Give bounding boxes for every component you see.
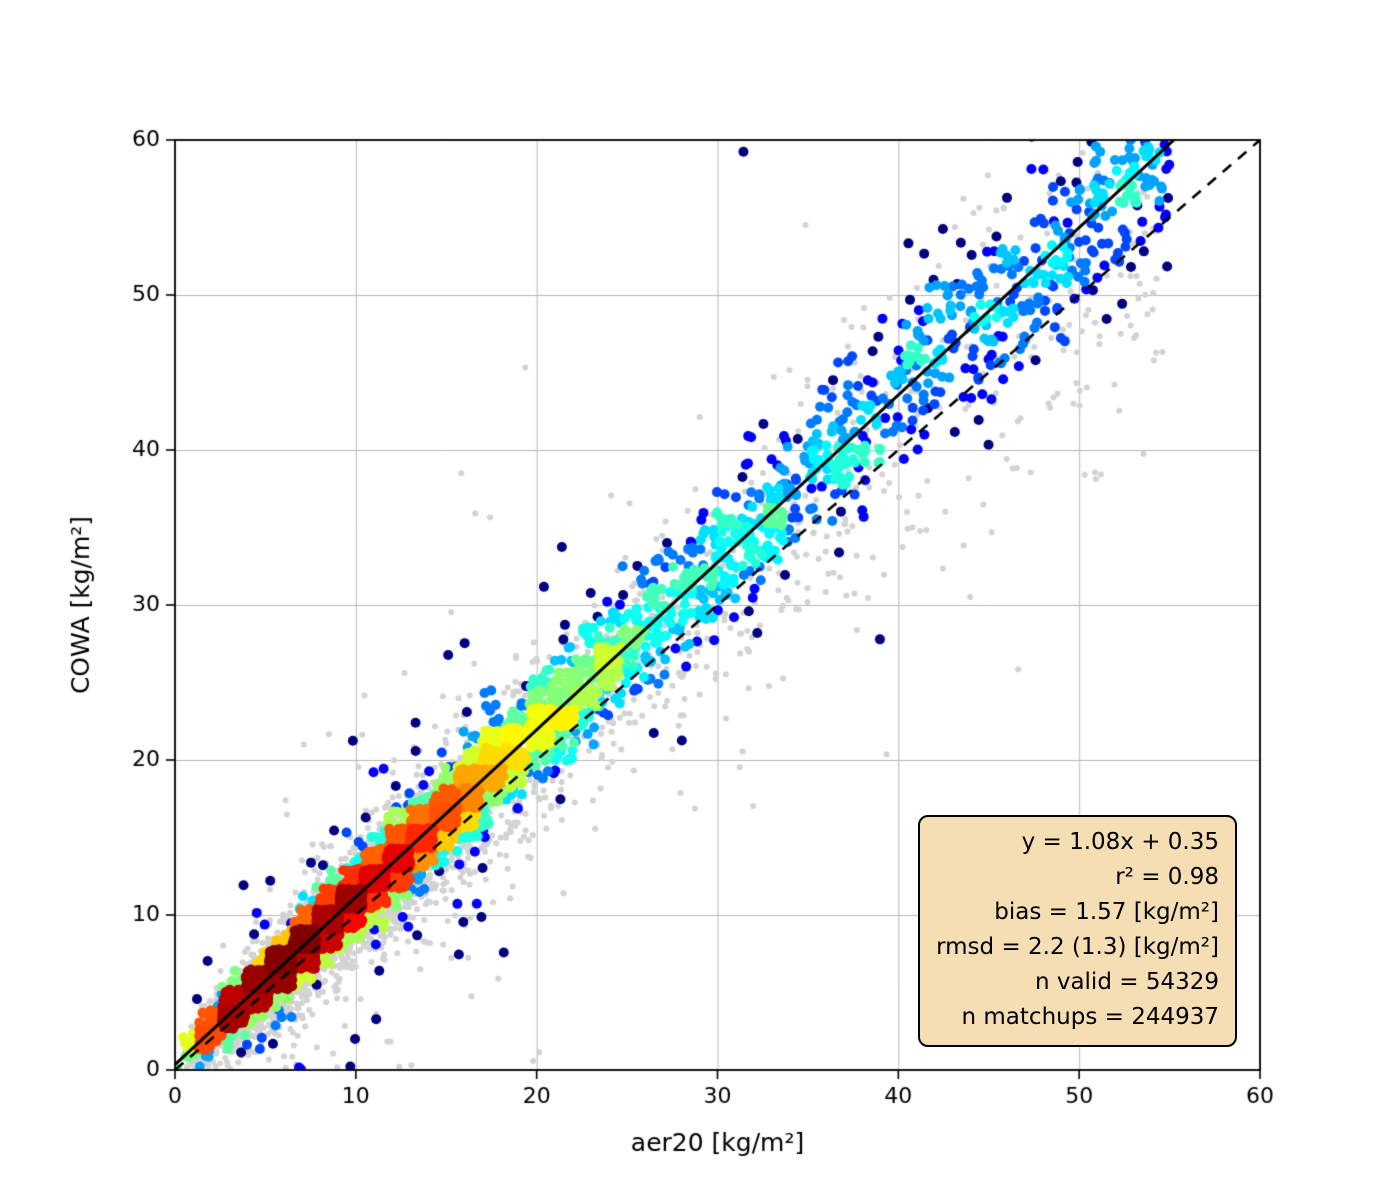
- stats-line-rmsd: rmsd = 2.2 (1.3) [kg/m²]: [936, 934, 1219, 961]
- stats-line-nvalid: n valid = 54329: [1034, 969, 1219, 996]
- stats-line-equation: y = 1.08x + 0.35: [1021, 829, 1219, 856]
- stats-line-nmatchups: n matchups = 244937: [961, 1004, 1219, 1031]
- stats-box: y = 1.08x + 0.35 r² = 0.98 bias = 1.57 […: [918, 815, 1237, 1047]
- stats-line-r2: r² = 0.98: [1115, 864, 1219, 891]
- stats-line-bias: bias = 1.57 [kg/m²]: [994, 899, 1219, 926]
